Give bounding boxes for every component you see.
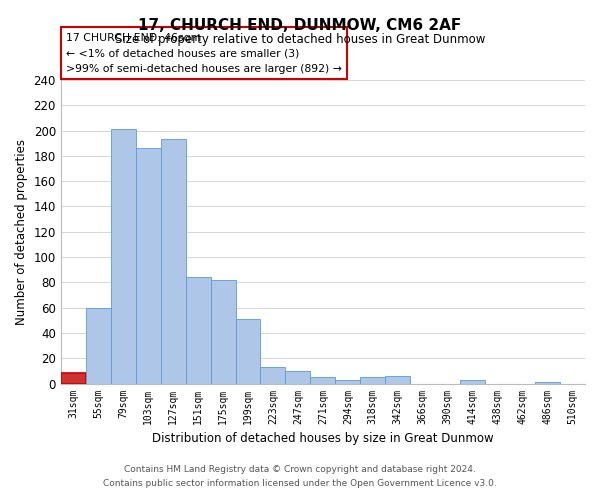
Bar [361, 377, 385, 384]
Bar [185, 278, 211, 384]
Text: Size of property relative to detached houses in Great Dunmow: Size of property relative to detached ho… [115, 32, 485, 46]
Bar [236, 319, 260, 384]
Bar [211, 280, 236, 384]
Text: 17 CHURCH END: 46sqm
← <1% of detached houses are smaller (3)
>99% of semi-detac: 17 CHURCH END: 46sqm ← <1% of detached h… [66, 32, 342, 74]
Bar [86, 308, 111, 384]
Bar [286, 371, 310, 384]
Bar [260, 367, 286, 384]
Bar [136, 148, 161, 384]
Bar [310, 377, 335, 384]
Text: 17, CHURCH END, DUNMOW, CM6 2AF: 17, CHURCH END, DUNMOW, CM6 2AF [139, 18, 461, 32]
X-axis label: Distribution of detached houses by size in Great Dunmow: Distribution of detached houses by size … [152, 432, 494, 445]
Y-axis label: Number of detached properties: Number of detached properties [15, 139, 28, 325]
Bar [61, 374, 86, 384]
Bar [535, 382, 560, 384]
Bar [385, 376, 410, 384]
Text: Contains HM Land Registry data © Crown copyright and database right 2024.
Contai: Contains HM Land Registry data © Crown c… [103, 466, 497, 487]
Bar [111, 130, 136, 384]
Bar [335, 380, 361, 384]
Bar [460, 380, 485, 384]
Bar [161, 140, 185, 384]
